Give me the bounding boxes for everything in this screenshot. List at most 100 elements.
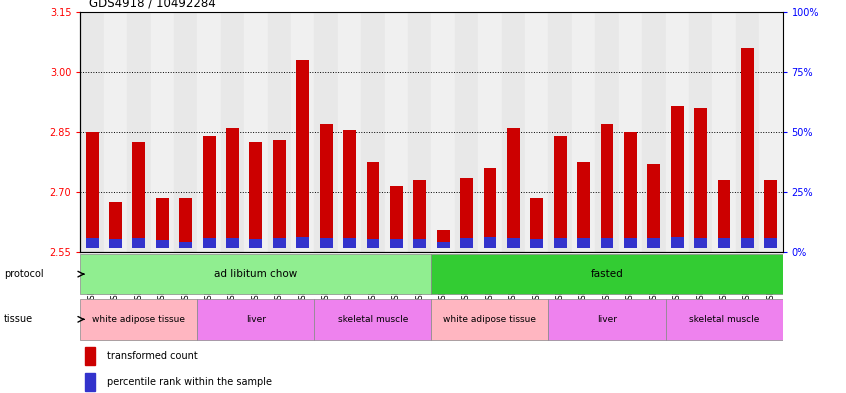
Bar (548, 12, 572, 252)
Bar (431, 12, 455, 252)
Bar (179, 242, 192, 248)
Text: protocol: protocol (4, 269, 44, 279)
Bar (647, 163, 660, 248)
Bar (85, 132, 98, 248)
Bar (765, 238, 777, 248)
Bar (85, 347, 95, 365)
Bar (414, 239, 426, 248)
Bar (366, 162, 379, 248)
Bar (642, 12, 666, 252)
Bar (572, 12, 596, 252)
Bar (647, 238, 660, 248)
Bar (717, 238, 730, 248)
Bar (530, 239, 543, 248)
Bar (554, 136, 567, 248)
Bar (273, 140, 286, 248)
Bar (361, 12, 385, 252)
Bar (695, 238, 707, 248)
Bar (689, 12, 712, 252)
Bar (109, 202, 122, 248)
Bar (203, 238, 216, 248)
Bar (320, 238, 332, 248)
Bar (530, 198, 543, 248)
Bar (390, 185, 403, 248)
Bar (250, 141, 262, 248)
Bar (267, 12, 291, 252)
Bar (179, 198, 192, 248)
Text: GDS4918 / 10492284: GDS4918 / 10492284 (89, 0, 216, 10)
Bar (104, 12, 127, 252)
Bar (296, 237, 309, 248)
Bar (736, 12, 759, 252)
Text: tissue: tissue (4, 314, 33, 324)
Bar (226, 238, 239, 248)
Bar (315, 299, 431, 340)
Bar (296, 60, 309, 248)
Bar (601, 124, 613, 248)
Bar (385, 12, 408, 252)
Bar (437, 230, 449, 248)
Bar (484, 167, 497, 248)
Bar (273, 238, 286, 248)
Bar (431, 299, 548, 340)
Bar (109, 239, 122, 248)
Bar (502, 12, 525, 252)
Bar (343, 130, 356, 248)
Bar (507, 128, 519, 248)
Bar (507, 238, 519, 248)
Text: transformed count: transformed count (107, 351, 198, 361)
Bar (156, 198, 168, 248)
Bar (291, 12, 315, 252)
Bar (197, 299, 315, 340)
Text: ad libitum chow: ad libitum chow (214, 269, 298, 279)
Bar (226, 129, 239, 248)
Bar (618, 12, 642, 252)
Bar (437, 242, 449, 248)
Bar (460, 238, 473, 248)
Bar (671, 106, 684, 248)
Bar (133, 238, 146, 248)
Bar (80, 12, 104, 252)
Bar (156, 241, 168, 248)
Bar (455, 12, 478, 252)
Bar (525, 12, 548, 252)
Bar (338, 12, 361, 252)
Text: skeletal muscle: skeletal muscle (338, 315, 408, 324)
Bar (759, 12, 783, 252)
Bar (666, 12, 689, 252)
Bar (601, 238, 613, 248)
Bar (366, 239, 379, 248)
Bar (431, 254, 783, 294)
Bar (554, 238, 567, 248)
Bar (460, 178, 473, 248)
Bar (80, 254, 431, 294)
Text: liver: liver (246, 315, 266, 324)
Bar (596, 12, 618, 252)
Bar (127, 12, 151, 252)
Bar (250, 239, 262, 248)
Bar (85, 373, 95, 391)
Bar (484, 237, 497, 248)
Bar (414, 180, 426, 248)
Bar (671, 237, 684, 248)
Text: fasted: fasted (591, 269, 624, 279)
Bar (320, 125, 332, 248)
Bar (343, 238, 356, 248)
Text: percentile rank within the sample: percentile rank within the sample (107, 377, 272, 387)
Bar (624, 132, 637, 248)
Bar (315, 12, 338, 252)
Bar (478, 12, 502, 252)
Text: white adipose tissue: white adipose tissue (92, 315, 185, 324)
Text: skeletal muscle: skeletal muscle (689, 315, 759, 324)
Bar (203, 136, 216, 248)
Bar (666, 299, 783, 340)
Bar (133, 141, 146, 248)
Bar (624, 238, 637, 248)
Bar (151, 12, 174, 252)
Bar (717, 180, 730, 248)
Bar (174, 12, 197, 252)
Bar (197, 12, 221, 252)
Bar (765, 180, 777, 248)
Bar (695, 108, 707, 248)
Bar (390, 239, 403, 248)
